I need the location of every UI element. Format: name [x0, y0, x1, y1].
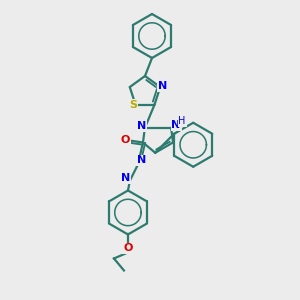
Text: N: N — [172, 120, 181, 130]
Text: N: N — [121, 173, 130, 184]
Text: N: N — [137, 155, 147, 166]
Text: O: O — [120, 136, 130, 146]
Text: S: S — [130, 100, 138, 110]
Text: H: H — [178, 116, 186, 126]
Text: O: O — [123, 244, 133, 254]
Text: N: N — [137, 121, 146, 131]
Text: N: N — [158, 81, 167, 91]
